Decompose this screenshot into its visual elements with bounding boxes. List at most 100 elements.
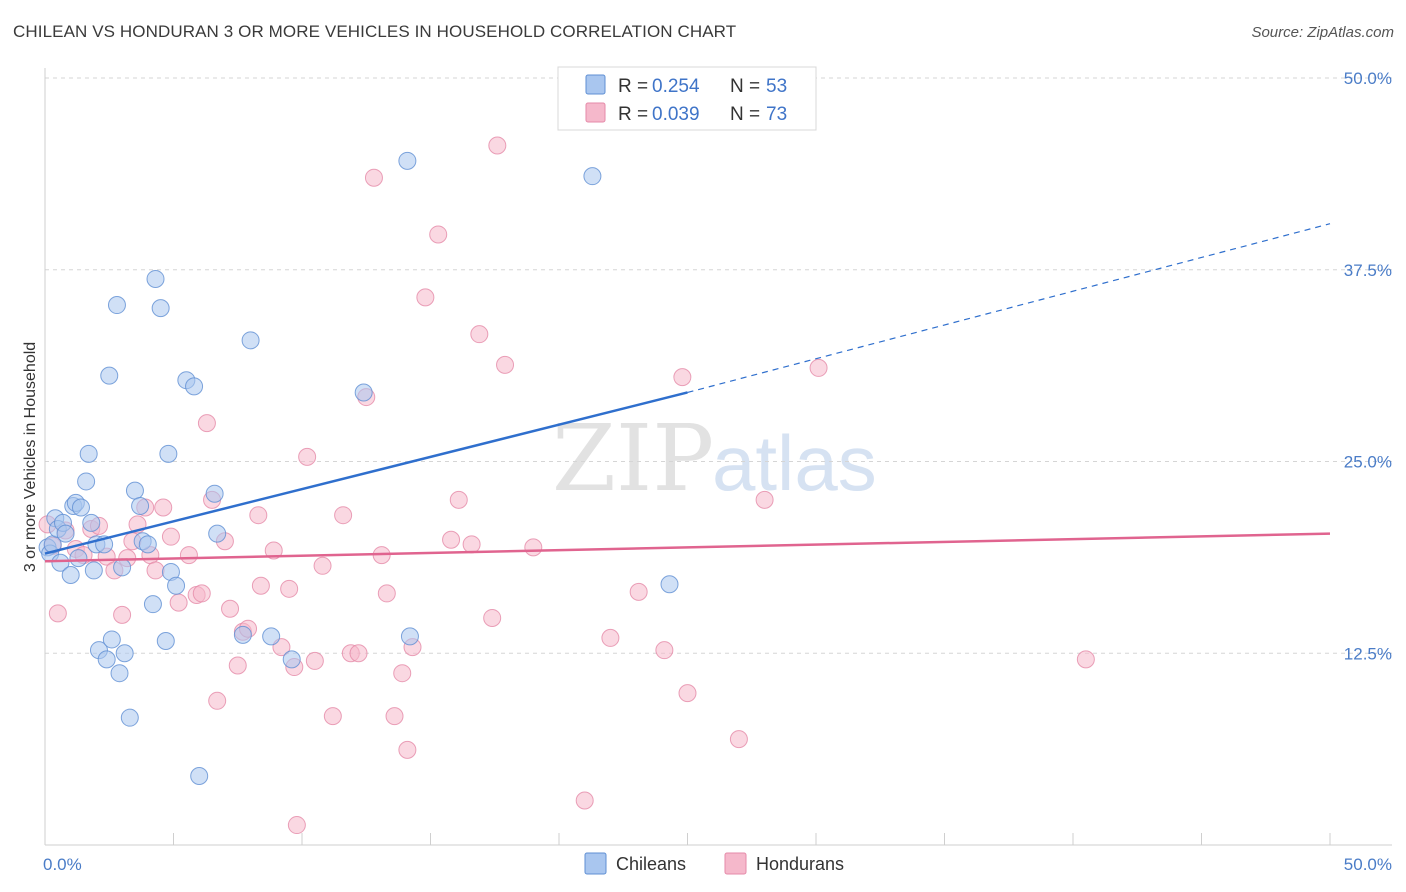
legend-swatch-hondurans — [585, 102, 606, 123]
chilean-point — [233, 625, 252, 644]
bottom-legend-label-chileans: Chileans — [616, 854, 686, 874]
chilean-point — [660, 575, 679, 594]
honduran-point — [601, 628, 620, 647]
honduran-point — [323, 707, 342, 726]
honduran-point — [629, 582, 648, 601]
chilean-point — [77, 472, 96, 491]
honduran-point — [197, 414, 216, 433]
chilean-point — [205, 484, 224, 503]
legend-n-label-hondurans: N = — [730, 104, 760, 125]
bottom-legend-label-hondurans: Hondurans — [756, 854, 844, 874]
chart-title: CHILEAN VS HONDURAN 3 OR MORE VEHICLES I… — [13, 22, 737, 41]
gridlines — [45, 77, 1392, 654]
honduran-point — [1076, 650, 1095, 669]
chilean-point — [190, 766, 209, 785]
honduran-point — [364, 168, 383, 187]
y-tick-label: 37.5% — [1344, 261, 1392, 280]
honduran-point — [755, 490, 774, 509]
chilean-point — [79, 444, 98, 463]
legend-r-value-chileans: 0.254 — [652, 76, 700, 97]
legend-swatch-chileans — [585, 74, 606, 95]
x-tick-label-max: 50.0% — [1344, 855, 1392, 874]
chilean-point — [84, 561, 103, 580]
chilean-point — [120, 708, 139, 727]
honduran-point — [429, 225, 448, 244]
honduran-point — [298, 447, 317, 466]
honduran-point — [154, 498, 173, 517]
chilean-point — [146, 269, 165, 288]
chilean-point — [167, 576, 186, 595]
honduran-point — [393, 664, 412, 683]
honduran-point — [113, 605, 132, 624]
honduran-point — [334, 506, 353, 525]
honduran-point — [655, 641, 674, 660]
chilean-point — [185, 377, 204, 396]
chilean-point — [159, 444, 178, 463]
watermark-zip: ZIP — [552, 405, 714, 512]
honduran-point — [48, 604, 67, 623]
legend-n-value-chileans: 53 — [766, 76, 787, 97]
honduran-point — [280, 579, 299, 598]
chilean-point — [156, 631, 175, 650]
honduran-point — [398, 740, 417, 759]
chilean-point — [131, 496, 150, 515]
honduran-point — [524, 538, 543, 557]
chilean-point — [113, 558, 132, 577]
watermark-atlas: atlas — [712, 419, 877, 507]
honduran-point — [221, 599, 240, 618]
bottom-legend-swatch-chileans — [584, 852, 607, 875]
chilean-point — [400, 627, 419, 646]
honduran-point — [416, 288, 435, 307]
legend-n-label-chileans: N = — [730, 76, 760, 97]
chilean-point — [125, 481, 144, 500]
series-hondurans — [38, 136, 1095, 835]
chilean-point — [69, 549, 88, 568]
honduran-point — [264, 541, 283, 560]
axes: 12.5% 25.0% 37.5% 50.0% — [44, 68, 1392, 846]
y-tick-label: 50.0% — [1344, 69, 1392, 88]
honduran-point — [349, 644, 368, 663]
honduran-point — [161, 527, 180, 546]
y-axis-title: 3 or more Vehicles in Household — [22, 342, 39, 572]
chilean-point — [97, 650, 116, 669]
trend-lines — [44, 223, 1331, 563]
bottom-legend-swatch-hondurans — [724, 852, 747, 875]
series-chileans — [38, 151, 679, 785]
honduran-point — [208, 691, 227, 710]
chilean-point — [82, 513, 101, 532]
honduran-point — [251, 576, 270, 595]
honduran-point — [575, 791, 594, 810]
legend-n-value-hondurans: 73 — [766, 104, 787, 125]
honduran-point — [305, 651, 324, 670]
chilean-point — [282, 650, 301, 669]
honduran-point — [179, 546, 198, 565]
legend-r-value-hondurans: 0.039 — [652, 104, 700, 125]
chilean-point — [138, 535, 157, 554]
chilean-point — [143, 595, 162, 614]
chilean-point — [398, 151, 417, 170]
honduran-point — [470, 325, 489, 344]
y-tick-label: 12.5% — [1344, 644, 1392, 663]
chilean-point — [354, 383, 373, 402]
source-label: Source: ZipAtlas.com — [1251, 24, 1394, 41]
chilean-point — [107, 296, 126, 315]
honduran-point — [462, 535, 481, 554]
legend-r-label-chileans: R = — [618, 76, 648, 97]
chilean-point — [61, 566, 80, 585]
honduran-point — [673, 368, 692, 387]
honduran-point — [678, 684, 697, 703]
honduran-point — [809, 358, 828, 377]
hondurans-trend-line — [44, 532, 1331, 563]
honduran-point — [228, 656, 247, 675]
chileans-trend-extension — [687, 223, 1331, 394]
x-tick-label-min: 0.0% — [43, 855, 82, 874]
legend-r-label-hondurans: R = — [618, 104, 648, 125]
honduran-point — [377, 584, 396, 603]
chilean-point — [241, 331, 260, 350]
honduran-point — [169, 593, 188, 612]
chilean-point — [262, 627, 281, 646]
honduran-point — [313, 556, 332, 575]
top-legend: R = 0.254 N = 53 R = 0.039 N = 73 — [557, 66, 817, 131]
chilean-point — [151, 299, 170, 318]
honduran-point — [483, 608, 502, 627]
